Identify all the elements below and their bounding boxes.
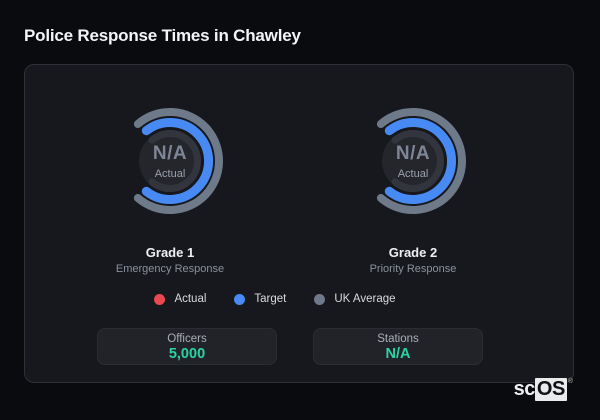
actual-track-arc: [148, 130, 201, 192]
gauge-grade-2-svg: [376, 108, 466, 214]
stat-stations: Stations N/A: [313, 328, 483, 365]
gauge-subtitle: Priority Response: [369, 263, 457, 275]
gauge-grade-1: N/A Actual Grade 1 Emergency Response: [70, 101, 270, 275]
target-arc: [141, 118, 214, 204]
legend-item-actual[interactable]: Actual: [154, 293, 206, 305]
legend-label: Target: [254, 293, 287, 305]
stat-label: Officers: [167, 333, 207, 345]
stat-value: 5,000: [168, 346, 206, 362]
legend-item-uk-average[interactable]: UK Average: [314, 293, 396, 305]
registered-trademark-icon: ®: [567, 378, 573, 385]
target-arc: [384, 118, 457, 204]
uk-average-arc: [133, 108, 223, 214]
gauge-subtitle: Emergency Response: [115, 263, 225, 275]
scos-logo-suffix: OS: [534, 378, 567, 401]
scos-logo-prefix: sc: [513, 378, 536, 400]
gauge-grade-2-chart: N/A Actual: [353, 101, 473, 221]
gauge-grade-1-svg: [133, 108, 223, 214]
actual-legend-dot-icon: [154, 293, 166, 305]
legend-label: Actual: [174, 293, 207, 305]
uk-average-arc: [376, 108, 466, 214]
target-legend-dot-icon: [234, 293, 246, 305]
stat-officers: Officers 5,000: [97, 328, 277, 365]
gauge-title: Grade 2: [388, 245, 438, 260]
chart-legend: Actual Target UK Average: [1, 293, 549, 305]
stat-value: N/A: [385, 346, 411, 362]
gauge-grade-1-chart: N/A Actual: [110, 101, 230, 221]
response-times-card: N/A Actual Grade 1 Emergency Response N/…: [24, 64, 574, 383]
actual-track-arc: [391, 130, 444, 192]
scos-logo: sc OS ®: [514, 378, 573, 401]
page-title: Police Response Times in Chawley: [24, 26, 301, 45]
stat-label: Stations: [377, 333, 419, 345]
gauge-center-disc: [382, 130, 444, 192]
gauge-grade-2: N/A Actual Grade 2 Priority Response: [313, 101, 513, 275]
legend-item-target[interactable]: Target: [234, 293, 286, 305]
uk-average-legend-dot-icon: [314, 293, 326, 305]
gauge-center-disc: [139, 130, 201, 192]
legend-label: UK Average: [334, 293, 396, 305]
gauge-title: Grade 1: [145, 245, 195, 260]
